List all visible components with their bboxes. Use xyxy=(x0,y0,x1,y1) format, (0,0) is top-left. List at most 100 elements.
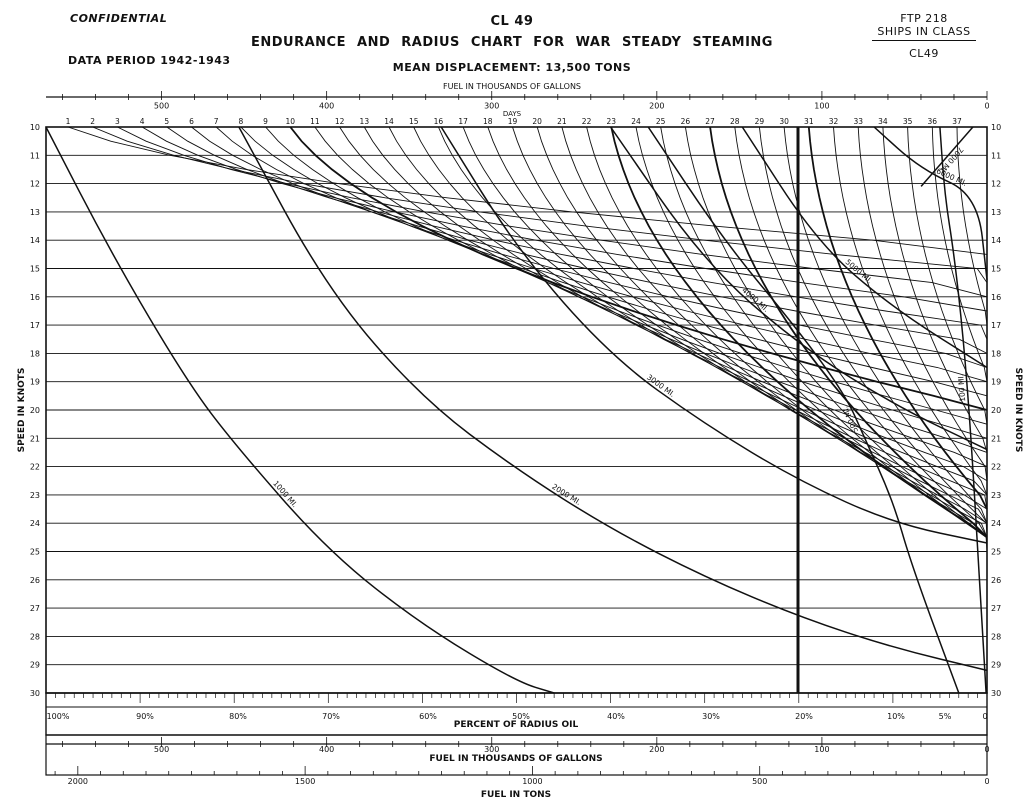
days-curve xyxy=(907,126,988,425)
fuel-tons-tick-label: 0 xyxy=(984,777,989,786)
days-curve xyxy=(265,126,988,397)
speed-tick-right: 22 xyxy=(991,463,1001,472)
days-tick-label: 23 xyxy=(607,117,617,126)
days-curve xyxy=(339,126,988,439)
y-axis-label-right: SPEED IN KNOTS xyxy=(1013,368,1023,453)
days-tick-label: 25 xyxy=(656,117,666,126)
days-curve xyxy=(931,126,988,382)
days-tick-label: 26 xyxy=(681,117,691,126)
days-tick-label: 21 xyxy=(557,117,567,126)
speed-tick-right: 12 xyxy=(991,180,1001,189)
days-curve xyxy=(660,126,988,552)
speed-tick-left: 20 xyxy=(30,406,40,415)
speed-tick-left: 10 xyxy=(30,123,40,132)
speed-tick-left: 22 xyxy=(30,463,40,472)
days-curve xyxy=(191,126,988,354)
percent-tick-label: 90% xyxy=(136,712,154,721)
days-tick-label: 15 xyxy=(409,117,419,126)
speed-tick-left: 13 xyxy=(30,208,40,217)
percent-tick-label: 5% xyxy=(939,712,952,721)
speed-tick-right: 30 xyxy=(991,689,1001,698)
percent-tick-label: 80% xyxy=(229,712,247,721)
radius-curve xyxy=(647,126,960,694)
speed-tick-right: 23 xyxy=(991,491,1001,500)
days-tick-label: 5 xyxy=(164,117,169,126)
days-curve xyxy=(956,126,988,326)
speed-tick-left: 23 xyxy=(30,491,40,500)
days-tick-label: 24 xyxy=(631,117,641,126)
days-tick-label: 20 xyxy=(532,117,542,126)
days-tick-label: 8 xyxy=(238,117,243,126)
percent-tick-label: 20% xyxy=(795,712,813,721)
ftp-number: FTP 218 xyxy=(900,12,948,25)
percent-tick-label: 30% xyxy=(702,712,720,721)
days-curve xyxy=(141,126,988,312)
radius-curve xyxy=(939,126,987,694)
days-curve xyxy=(536,126,988,524)
days-curve xyxy=(709,126,988,538)
speed-tick-left: 12 xyxy=(30,180,40,189)
ship-code: CL 49 xyxy=(490,14,534,29)
speed-tick-left: 28 xyxy=(30,632,40,641)
speed-tick-left: 30 xyxy=(30,689,40,698)
days-tick-label: 1 xyxy=(66,117,71,126)
speed-tick-left: 19 xyxy=(30,378,40,387)
speed-tick-right: 25 xyxy=(991,548,1001,557)
days-curve xyxy=(487,126,988,510)
speed-tick-left: 17 xyxy=(30,321,40,330)
ships-in-class-label: SHIPS IN CLASS xyxy=(872,25,976,41)
days-curve xyxy=(610,126,988,539)
days-curve xyxy=(117,126,988,298)
top-fuel-tick-label: 100 xyxy=(814,102,829,111)
days-curve xyxy=(635,126,988,538)
percent-tick-label: 40% xyxy=(607,712,625,721)
radius-curve xyxy=(873,126,988,280)
days-curve xyxy=(437,126,988,496)
bottom-fuel-gal-tick-label: 200 xyxy=(649,745,664,754)
days-curve xyxy=(758,126,988,538)
radius-curve xyxy=(609,126,988,451)
ships-in-class-value: CL49 xyxy=(909,47,939,60)
fuel-tons-tick-label: 2000 xyxy=(68,777,88,786)
radius-curve-label: 3000 MI. xyxy=(645,373,677,399)
ftp-box: FTP 218 SHIPS IN CLASS CL49 xyxy=(872,12,976,60)
percent-axis-label: PERCENT OF RADIUS OIL xyxy=(454,720,579,730)
fuel-tons-tick-label: 1000 xyxy=(522,777,542,786)
fuel-axes-band xyxy=(45,734,988,776)
days-tick-label: 6 xyxy=(189,117,194,126)
speed-tick-right: 16 xyxy=(991,293,1001,302)
speed-tick-right: 19 xyxy=(991,378,1001,387)
days-tick-label: 22 xyxy=(582,117,592,126)
speed-tick-right: 15 xyxy=(991,265,1001,274)
radius-curve xyxy=(920,126,974,187)
days-tick-label: 27 xyxy=(705,117,715,126)
days-curve xyxy=(857,126,988,481)
radius-curve-label: 1000 MI. xyxy=(271,479,299,509)
speed-tick-left: 11 xyxy=(30,151,40,160)
days-tick-label: 14 xyxy=(384,117,394,126)
days-curve xyxy=(882,126,988,453)
days-tick-label: 16 xyxy=(434,117,444,126)
speed-tick-left: 27 xyxy=(30,604,40,613)
days-tick-label: 4 xyxy=(140,117,145,126)
days-curve xyxy=(166,126,988,340)
percent-tick-label: 10% xyxy=(887,712,905,721)
fuel-tons-tick-label: 500 xyxy=(752,777,767,786)
speed-tick-right: 18 xyxy=(991,349,1001,358)
speed-tick-left: 14 xyxy=(30,236,40,245)
bottom-fuel-gal-axis-label: FUEL IN THOUSANDS OF GALLONS xyxy=(429,754,602,764)
speed-tick-right: 26 xyxy=(991,576,1001,585)
bottom-fuel-gal-tick-label: 300 xyxy=(484,745,499,754)
days-curve xyxy=(684,126,988,538)
days-curve xyxy=(240,126,988,383)
confidential-stamp: CONFIDENTIAL xyxy=(70,12,168,25)
days-tick-label: 29 xyxy=(755,117,765,126)
days-tick-label: 2 xyxy=(90,117,95,126)
bottom-fuel-gal-tick-label: 500 xyxy=(154,745,169,754)
percent-tick-label: 100% xyxy=(47,712,70,721)
days-tick-label: 3 xyxy=(115,117,120,126)
percent-tick-label: 60% xyxy=(419,712,437,721)
top-fuel-tick-label: 300 xyxy=(484,102,499,111)
top-fuel-axis-label: FUEL IN THOUSANDS OF GALLONS xyxy=(443,82,581,91)
radius-curve-label: 5000 MI. xyxy=(844,257,875,285)
